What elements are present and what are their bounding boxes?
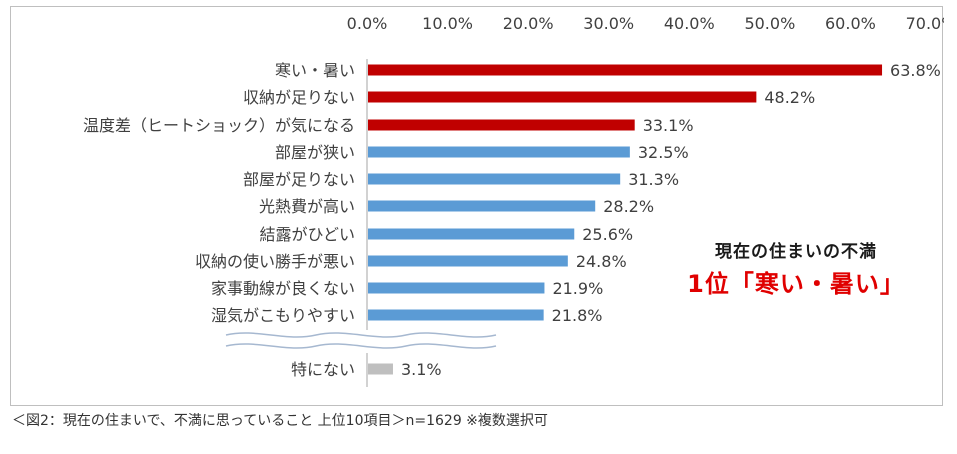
category-label: 温度差（ヒートショック）が気になる	[83, 116, 355, 135]
x-tick-label: 40.0%	[664, 14, 715, 33]
bar	[368, 119, 635, 131]
x-tick-label: 50.0%	[744, 14, 795, 33]
value-label: 32.5%	[638, 143, 689, 162]
callout-highlight: 1位「寒い・暑い」	[687, 270, 905, 298]
chart-frame: 0.0% 10.0% 20.0% 30.0% 40.0% 50.0% 60.0% 70.0% 寒…	[10, 6, 944, 406]
category-label: 寒い・暑い	[275, 61, 355, 80]
axis-break-line	[225, 343, 497, 349]
category-label: 収納の使い勝手が悪い	[195, 252, 355, 271]
bar-chart: 0.0% 10.0% 20.0% 30.0% 40.0% 50.0% 60.0% 70.0% 寒…	[83, 14, 944, 387]
x-tick-label: 70.0%	[906, 14, 944, 33]
value-label: 21.8%	[552, 306, 603, 325]
bar	[368, 146, 630, 158]
value-label: 63.8%	[890, 61, 941, 80]
category-label: 部屋が狭い	[275, 143, 355, 162]
category-label: 湿気がこもりやすい	[211, 306, 355, 325]
x-tick-label: 0.0%	[347, 14, 388, 33]
value-label: 24.8%	[576, 252, 627, 271]
category-label: 特にない	[291, 360, 355, 379]
value-label: 21.9%	[552, 279, 603, 298]
category-label: 家事動線が良くない	[211, 279, 355, 298]
x-tick-label: 30.0%	[583, 14, 634, 33]
bar	[368, 91, 757, 103]
bar	[368, 363, 393, 375]
value-label: 31.3%	[628, 170, 679, 189]
bar	[368, 228, 575, 240]
bar	[368, 309, 544, 321]
callout-title: 現在の住まいの不満	[715, 242, 877, 262]
value-label: 28.2%	[603, 197, 654, 216]
x-tick-label: 20.0%	[503, 14, 554, 33]
callout-box: 現在の住まいの不満 1位「寒い・暑い」	[651, 237, 941, 299]
bar	[368, 200, 596, 212]
value-label: 3.1%	[401, 360, 442, 379]
value-label: 25.6%	[582, 225, 633, 244]
axis-break-line	[225, 332, 497, 338]
x-tick-label: 60.0%	[825, 14, 876, 33]
category-label: 結露がひどい	[259, 225, 355, 244]
bar	[368, 173, 621, 185]
bar	[368, 255, 568, 267]
category-label: 光熱費が高い	[259, 197, 355, 216]
category-label: 部屋が足りない	[243, 170, 355, 189]
value-label: 48.2%	[764, 88, 815, 107]
x-tick-label: 10.0%	[422, 14, 473, 33]
value-label: 33.1%	[643, 116, 694, 135]
bar	[368, 64, 883, 76]
figure-caption: ＜図2：現在の住まいで、不満に思っていること 上位10項目＞n=1629 ※複数…	[12, 413, 548, 429]
category-label: 収納が足りない	[243, 88, 355, 107]
bar	[368, 282, 545, 294]
